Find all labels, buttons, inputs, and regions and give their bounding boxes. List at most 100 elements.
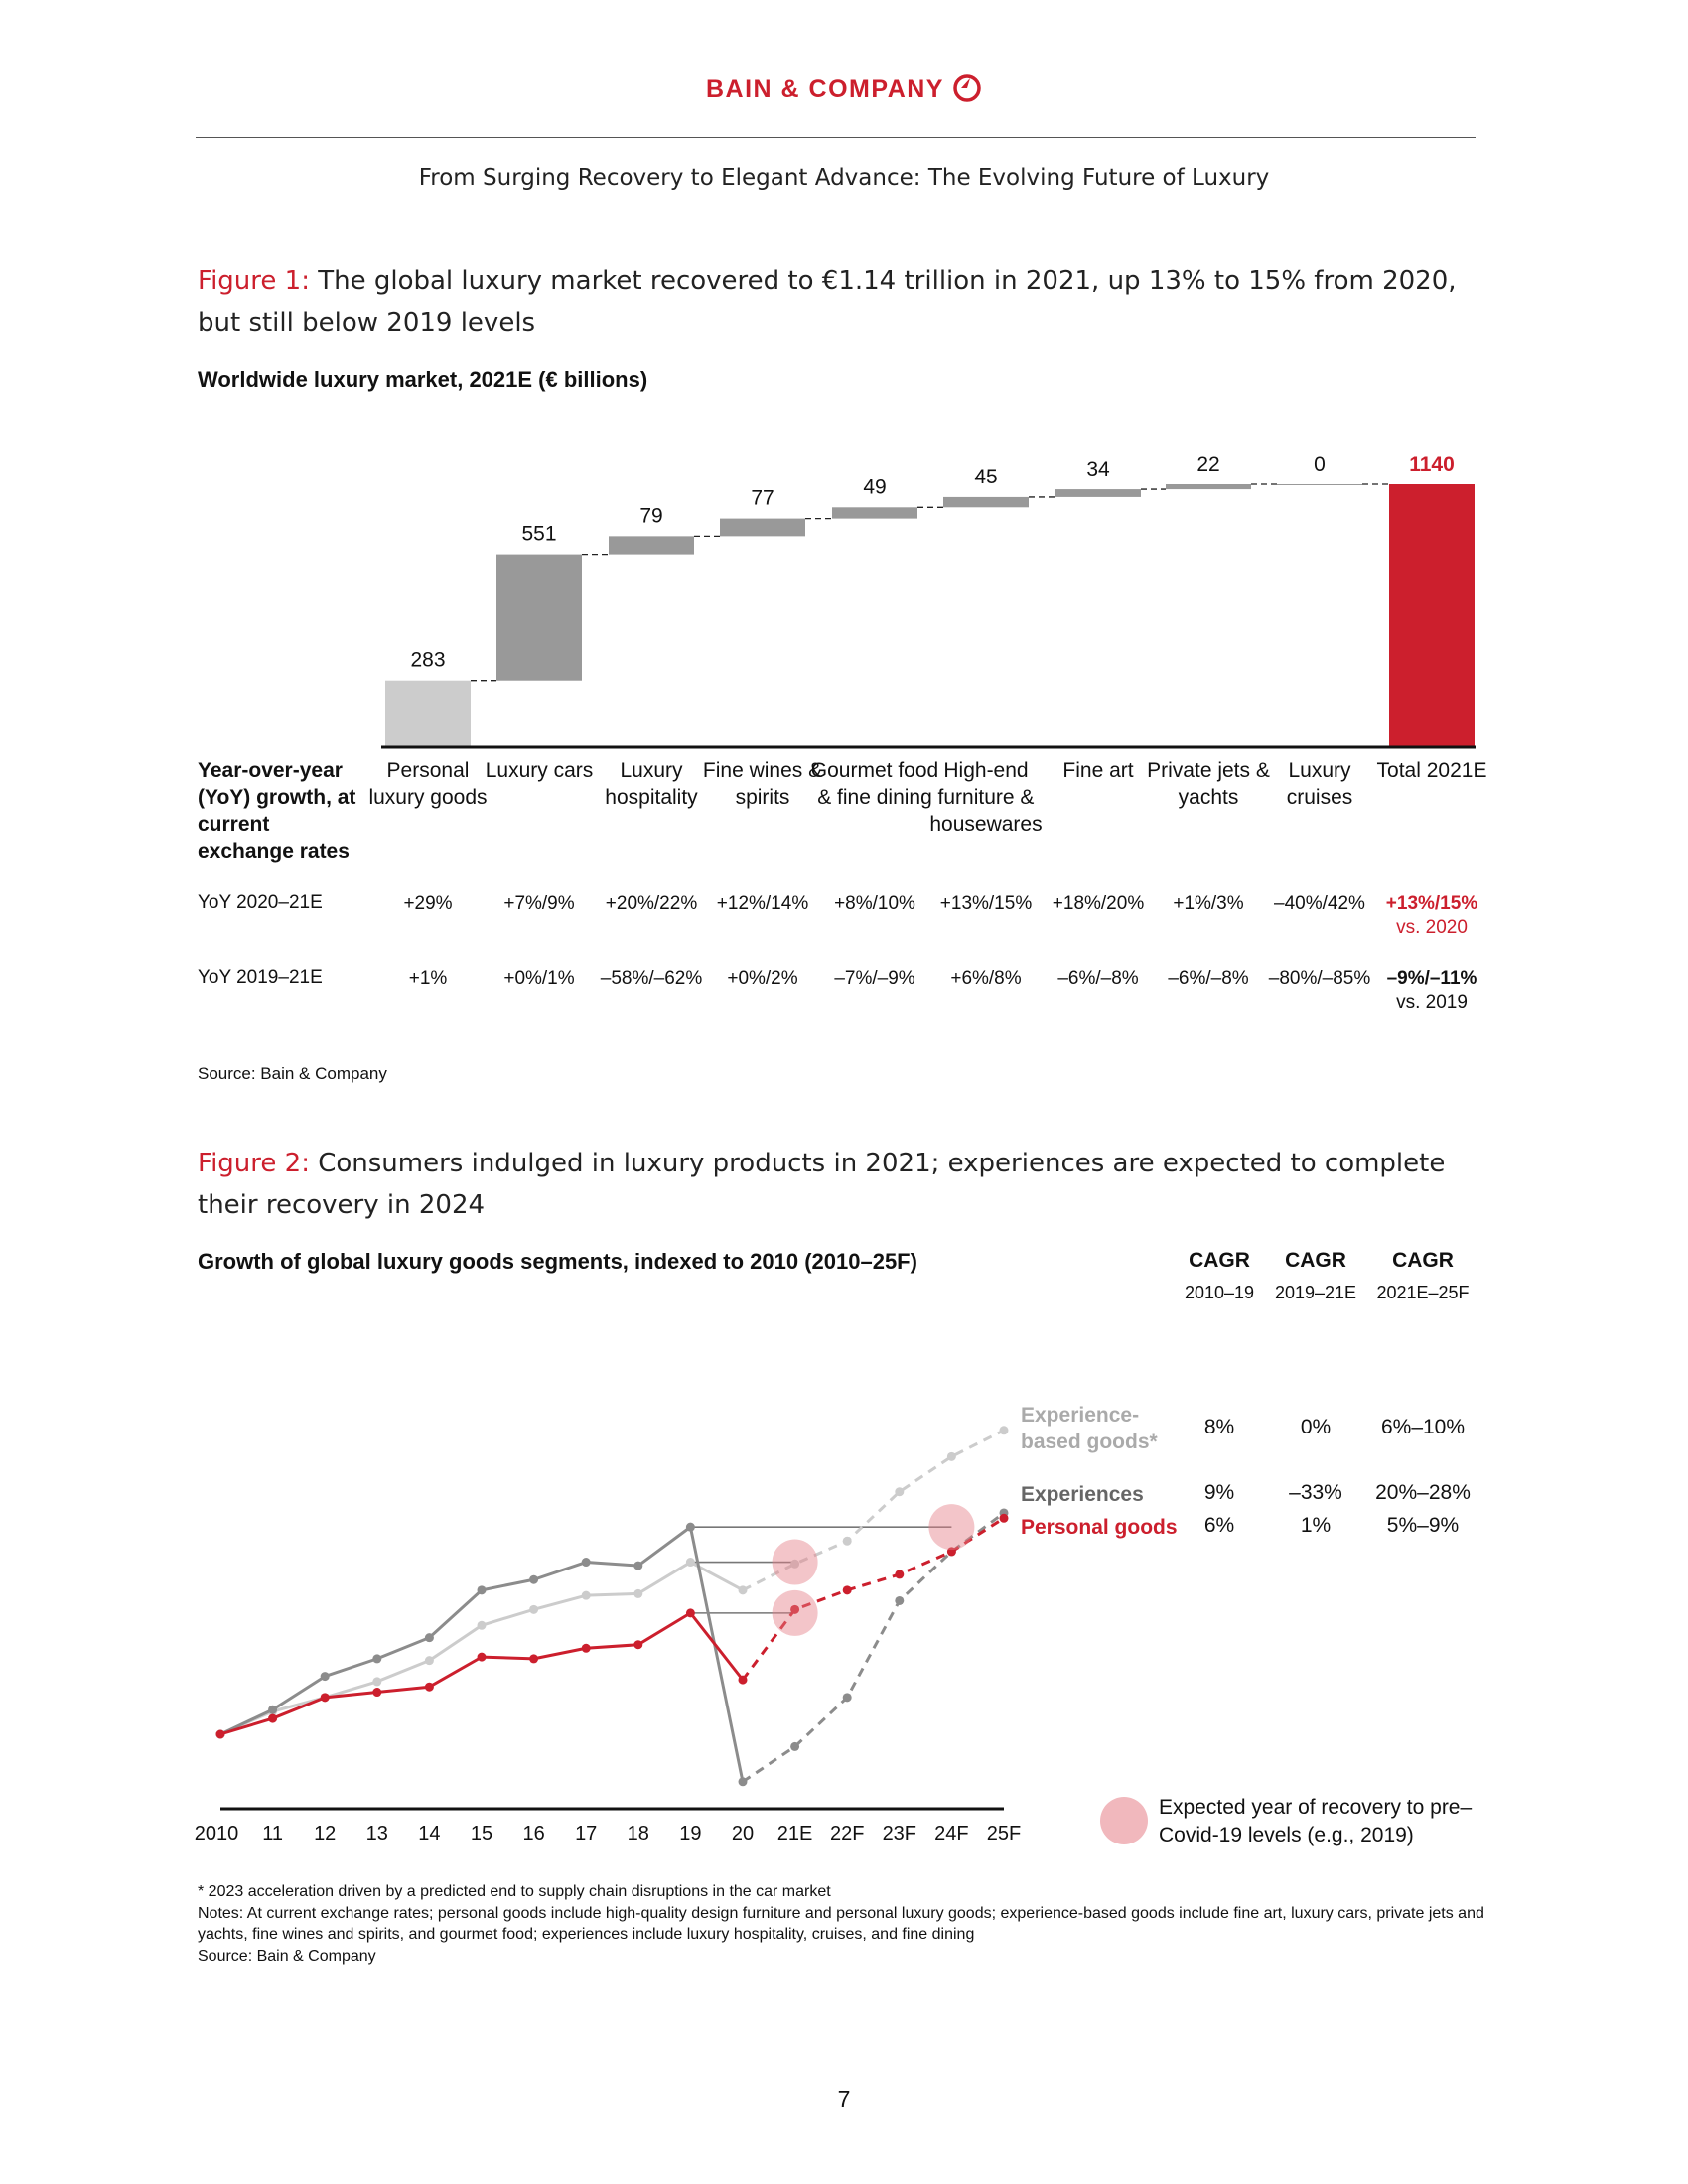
yoy-total-note: vs. 2019: [1396, 992, 1468, 1013]
waterfall-bar-5: [943, 496, 1029, 508]
waterfall-value-label-6: 34: [1086, 458, 1110, 480]
cagr-period-3: 2021E–25F: [1376, 1283, 1470, 1302]
footnote-notes: Notes: At current exchange rates; person…: [198, 1905, 1484, 1943]
series-point-1-10: [738, 1777, 748, 1787]
waterfall-category-5: High-end furniture & housewares: [929, 759, 1043, 836]
waterfall-bar-1: [496, 554, 582, 681]
series-point-1-8: [633, 1561, 643, 1570]
yoy-value: +13%/15%: [1385, 893, 1478, 914]
waterfall-bar-8: [1277, 484, 1362, 485]
yoy-value: +20%/22%: [605, 893, 698, 914]
series-forecast-line-1: [742, 1511, 1005, 1784]
series-point-0-12: [842, 1536, 852, 1546]
cagr-value: 0%: [1300, 1416, 1332, 1438]
cagr-header-3: CAGR: [1392, 1249, 1454, 1272]
waterfall-bar-9: [1389, 484, 1475, 746]
series-line-2: [219, 1611, 745, 1736]
cagr-header-1: CAGR: [1189, 1249, 1250, 1272]
series-point-0-5: [477, 1620, 487, 1630]
yoy-value: –7%/–9%: [834, 968, 915, 989]
series-name-experiences: Experiences: [1021, 1483, 1144, 1506]
series-point-2-13: [895, 1570, 905, 1579]
waterfall-value-label-4: 49: [863, 476, 886, 498]
yoy-value: +0%/1%: [503, 968, 575, 989]
x-tick-label-6: 16: [522, 1823, 544, 1844]
yoy-value: +8%/10%: [834, 893, 915, 914]
x-tick-label-0: 2010: [195, 1823, 239, 1844]
series-name-experience-based-goods: Experience-based goods*: [1021, 1404, 1158, 1453]
series-point-2-6: [529, 1654, 539, 1664]
waterfall-bar-6: [1055, 489, 1141, 497]
cagr-value: 20%–28%: [1375, 1481, 1471, 1504]
yoy-value: –9%/–11%: [1386, 968, 1477, 989]
x-tick-label-1: 11: [262, 1823, 283, 1844]
waterfall-bar-4: [832, 507, 917, 519]
waterfall-value-label-1: 551: [521, 523, 556, 546]
figure1-label: Figure 1:: [198, 266, 310, 296]
series-point-2-10: [738, 1675, 748, 1685]
cagr-value: –33%: [1289, 1481, 1342, 1504]
series-point-0-4: [424, 1656, 434, 1666]
bain-logo: BAIN & COMPANY: [0, 73, 1688, 104]
waterfall-category-3: Fine wines & spirits: [702, 759, 823, 809]
series-point-2-4: [424, 1682, 434, 1692]
series-point-1-3: [372, 1654, 382, 1664]
x-tick-label-13: 23F: [883, 1823, 916, 1844]
series-point-0-3: [372, 1677, 382, 1687]
recovery-marker-0: [772, 1539, 818, 1585]
waterfall-bar-0: [385, 680, 471, 746]
figure2-chart-title: Growth of global luxury goods segments, …: [198, 1249, 917, 1274]
series-point-2-5: [477, 1652, 487, 1662]
x-tick-label-15: 25F: [987, 1823, 1021, 1844]
series-point-1-7: [581, 1558, 591, 1568]
series-point-1-4: [424, 1633, 434, 1643]
waterfall-value-label-9: 1140: [1409, 453, 1455, 476]
cagr-period-1: 2010–19: [1184, 1283, 1255, 1302]
logo-text: BAIN & COMPANY: [706, 75, 944, 103]
series-point-2-2: [320, 1693, 330, 1703]
series-point-0-8: [633, 1588, 643, 1598]
waterfall-value-label-2: 79: [639, 504, 662, 527]
series-point-2-14: [946, 1547, 956, 1557]
yoy-value: +12%/14%: [716, 893, 809, 914]
series-point-1-11: [790, 1741, 800, 1751]
yoy-value: +6%/8%: [950, 968, 1022, 989]
yoy-value: +13%/15%: [939, 893, 1033, 914]
series-point-2-0: [215, 1729, 225, 1739]
x-tick-label-12: 22F: [830, 1823, 864, 1844]
recovery-legend-text: Expected year of recovery to pre–Covid-1…: [1159, 1796, 1473, 1846]
yoy-value: +7%/9%: [503, 893, 575, 914]
x-tick-label-4: 14: [418, 1823, 440, 1844]
series-point-1-6: [529, 1574, 539, 1584]
x-tick-label-3: 13: [366, 1823, 388, 1844]
waterfall-bar-3: [720, 518, 805, 537]
waterfall-value-label-0: 283: [410, 649, 445, 672]
series-point-2-9: [685, 1608, 695, 1618]
cagr-value: 5%–9%: [1386, 1514, 1460, 1537]
recovery-marker-1: [928, 1504, 975, 1551]
series-point-1-1: [268, 1705, 278, 1714]
x-tick-label-10: 20: [732, 1823, 754, 1844]
yoy-value: –6%/–8%: [1057, 968, 1139, 989]
figure2-label: Figure 2:: [198, 1149, 310, 1178]
waterfall-category-1: Luxury cars: [485, 759, 594, 782]
x-tick-label-11: 21E: [777, 1823, 813, 1844]
waterfall-value-label-8: 0: [1314, 453, 1326, 476]
document-subtitle: From Surging Recovery to Elegant Advance…: [418, 165, 1270, 191]
waterfall-value-label-3: 77: [751, 487, 774, 510]
series-point-2-8: [633, 1640, 643, 1650]
x-tick-label-2: 12: [314, 1823, 336, 1844]
yoy-value: +29%: [403, 893, 453, 914]
recovery-marker-2: [772, 1589, 818, 1636]
series-point-2-3: [372, 1688, 382, 1698]
waterfall-value-label-7: 22: [1196, 453, 1219, 476]
series-point-0-6: [529, 1604, 539, 1614]
series-point-0-14: [946, 1451, 956, 1461]
x-tick-label-14: 24F: [934, 1823, 968, 1844]
header-rule: [196, 137, 1476, 138]
yoy-value: –58%/–62%: [600, 968, 703, 989]
series-point-1-13: [895, 1595, 905, 1605]
figure1-title-text: The global luxury market recovered to €1…: [198, 266, 1457, 338]
cagr-value: 9%: [1203, 1481, 1235, 1504]
waterfall-bar-2: [609, 536, 694, 555]
